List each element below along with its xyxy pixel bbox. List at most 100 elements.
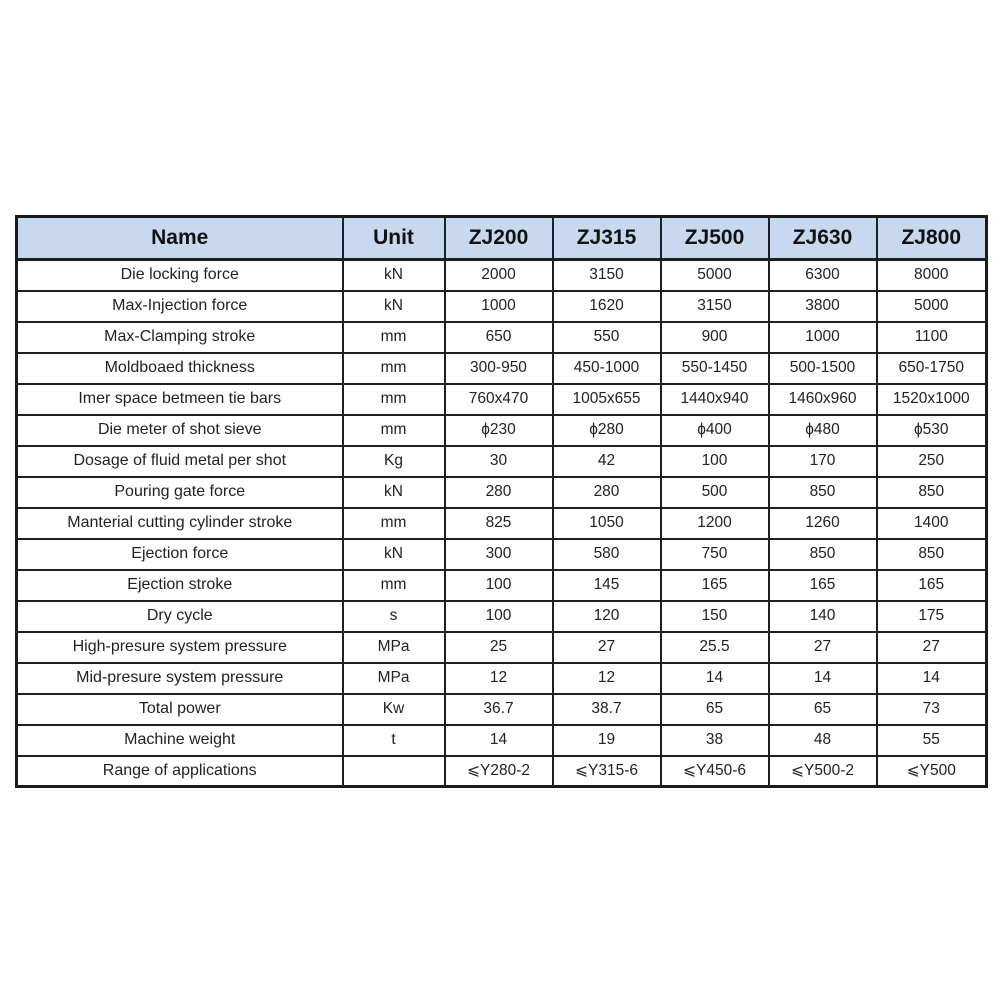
row-label: Die locking force [15, 258, 344, 292]
row-label: Ejection force [15, 537, 344, 571]
value-cell-zj200: 100 [443, 568, 554, 602]
table-row: Die locking force kN 2000 3150 5000 6300 8000 [15, 258, 988, 292]
value-cell-zj500: ϕ400 [659, 413, 770, 447]
value-cell-zj500: 25.5 [659, 630, 770, 664]
value-cell-zj500: 500 [659, 475, 770, 509]
table-row: Machine weight t 14 19 38 48 55 [15, 723, 988, 757]
value-cell-zj500: ⩽Y450-6 [659, 754, 770, 788]
row-label: Moldboaed thickness [15, 351, 344, 385]
table-row: Manterial cutting cylinder stroke mm 825 10… [15, 506, 988, 540]
row-label: Die meter of shot sieve [15, 413, 344, 447]
row-label: Max-Clamping stroke [15, 320, 344, 354]
value-cell-zj200: 650 [443, 320, 554, 354]
spec-table-container: Name Unit ZJ200 ZJ315 ZJ500 ZJ630 ZJ800 Die lo… [15, 215, 988, 788]
table-row: Mid-presure system pressure MPa 12 12 14 14 14 [15, 661, 988, 695]
value-cell-zj800: 1400 [875, 506, 988, 540]
value-cell-zj630: ϕ480 [767, 413, 878, 447]
value-cell-zj500: 1200 [659, 506, 770, 540]
value-cell-zj630: 850 [767, 537, 878, 571]
value-cell-zj630: 6300 [767, 258, 878, 292]
row-label: Machine weight [15, 723, 344, 757]
value-cell-zj800: 27 [875, 630, 988, 664]
column-header-zj500: ZJ500 [659, 215, 770, 261]
unit-cell: mm [341, 320, 446, 354]
value-cell-zj315: ϕ280 [551, 413, 662, 447]
value-cell-zj315: 12 [551, 661, 662, 695]
value-cell-zj200: 1000 [443, 289, 554, 323]
value-cell-zj315: 450-1000 [551, 351, 662, 385]
value-cell-zj630: 850 [767, 475, 878, 509]
table-row: High-presure system pressure MPa 25 27 25.5 2… [15, 630, 988, 664]
column-header-zj800: ZJ800 [875, 215, 988, 261]
column-header-unit: Unit [341, 215, 446, 261]
value-cell-zj200: ⩽Y280-2 [443, 754, 554, 788]
table-row: Die meter of shot sieve mm ϕ230 ϕ280 ϕ400 ϕ48… [15, 413, 988, 447]
column-header-name: Name [15, 215, 344, 261]
value-cell-zj630: 27 [767, 630, 878, 664]
unit-cell: MPa [341, 661, 446, 695]
unit-cell [341, 754, 446, 788]
value-cell-zj200: 2000 [443, 258, 554, 292]
unit-cell: mm [341, 568, 446, 602]
value-cell-zj200: 760x470 [443, 382, 554, 416]
unit-cell: Kw [341, 692, 446, 726]
unit-cell: t [341, 723, 446, 757]
value-cell-zj500: 3150 [659, 289, 770, 323]
value-cell-zj500: 14 [659, 661, 770, 695]
value-cell-zj800: 5000 [875, 289, 988, 323]
row-label: Ejection stroke [15, 568, 344, 602]
value-cell-zj630: 140 [767, 599, 878, 633]
value-cell-zj630: 170 [767, 444, 878, 478]
value-cell-zj200: 825 [443, 506, 554, 540]
value-cell-zj800: 850 [875, 537, 988, 571]
column-header-zj315: ZJ315 [551, 215, 662, 261]
value-cell-zj315: ⩽Y315-6 [551, 754, 662, 788]
value-cell-zj800: 1100 [875, 320, 988, 354]
column-header-zj630: ZJ630 [767, 215, 878, 261]
value-cell-zj800: 8000 [875, 258, 988, 292]
value-cell-zj315: 120 [551, 599, 662, 633]
value-cell-zj315: 19 [551, 723, 662, 757]
value-cell-zj630: 1460x960 [767, 382, 878, 416]
value-cell-zj630: 3800 [767, 289, 878, 323]
value-cell-zj500: 1440x940 [659, 382, 770, 416]
value-cell-zj500: 5000 [659, 258, 770, 292]
table-row: Range of applications ⩽Y280-2 ⩽Y315-6 ⩽Y450… [15, 754, 988, 788]
row-label: Dry cycle [15, 599, 344, 633]
value-cell-zj200: 300-950 [443, 351, 554, 385]
unit-cell: kN [341, 289, 446, 323]
value-cell-zj630: 14 [767, 661, 878, 695]
value-cell-zj200: 12 [443, 661, 554, 695]
unit-cell: MPa [341, 630, 446, 664]
table-body: Die locking force kN 2000 3150 5000 6300 8000 M… [15, 258, 988, 788]
value-cell-zj315: 580 [551, 537, 662, 571]
value-cell-zj630: 65 [767, 692, 878, 726]
unit-cell: kN [341, 537, 446, 571]
value-cell-zj315: 38.7 [551, 692, 662, 726]
table-row: Dry cycle s 100 120 150 140 175 [15, 599, 988, 633]
value-cell-zj315: 1005x655 [551, 382, 662, 416]
table-row: Max-Clamping stroke mm 650 550 900 1000 1100 [15, 320, 988, 354]
value-cell-zj315: 1050 [551, 506, 662, 540]
value-cell-zj800: ⩽Y500 [875, 754, 988, 788]
unit-cell: Kg [341, 444, 446, 478]
unit-cell: mm [341, 413, 446, 447]
row-label: Max-Injection force [15, 289, 344, 323]
value-cell-zj200: 25 [443, 630, 554, 664]
value-cell-zj315: 280 [551, 475, 662, 509]
value-cell-zj800: 250 [875, 444, 988, 478]
unit-cell: mm [341, 382, 446, 416]
value-cell-zj800: 850 [875, 475, 988, 509]
table-row: Total power Kw 36.7 38.7 65 65 73 [15, 692, 988, 726]
value-cell-zj315: 145 [551, 568, 662, 602]
value-cell-zj800: ϕ530 [875, 413, 988, 447]
row-label: Manterial cutting cylinder stroke [15, 506, 344, 540]
row-label: Total power [15, 692, 344, 726]
column-header-zj200: ZJ200 [443, 215, 554, 261]
table-row: Dosage of fluid metal per shot Kg 30 42 100 1… [15, 444, 988, 478]
row-label: Dosage of fluid metal per shot [15, 444, 344, 478]
value-cell-zj630: 1000 [767, 320, 878, 354]
table-row: Ejection force kN 300 580 750 850 850 [15, 537, 988, 571]
value-cell-zj200: ϕ230 [443, 413, 554, 447]
value-cell-zj200: 30 [443, 444, 554, 478]
